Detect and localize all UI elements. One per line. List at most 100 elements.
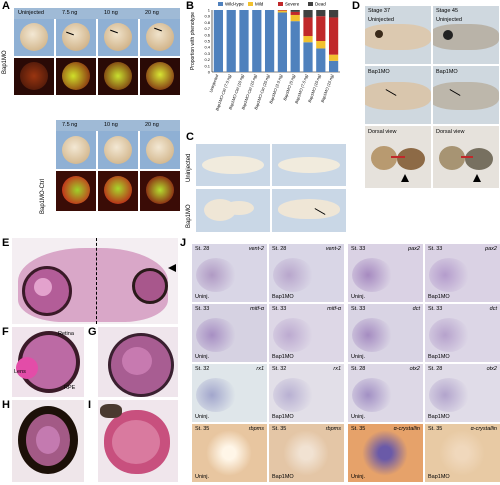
j-cell: St. 28 otx2 Bap1MO [425, 364, 500, 422]
j-gene-label: mitf-α [327, 306, 341, 312]
embryo-fl-uninjected [14, 58, 54, 95]
y-tick-label: 0.7 [204, 26, 210, 31]
header-7-5ng: 7.5 ng [62, 10, 78, 16]
y-tick-label: 0.3 [204, 51, 210, 56]
j-cell: St. 33 mitf-α Uninj. [192, 304, 267, 362]
y-tick-label: 0.4 [204, 45, 210, 50]
row-label-bap1mo: Bap1MO [2, 50, 8, 74]
x-tick-label: Uninjected [208, 73, 219, 93]
j-cell: St. 28 otx2 Uninj. [348, 364, 423, 422]
panel-j-grid: St. 28 vent-2 Uninj. St. 28 vent-2 Bap1MO St. … [192, 244, 500, 484]
d-st37-bap1mo: Bap1MO [365, 66, 431, 124]
y-tick-label: 1 [208, 8, 211, 13]
j-specimen [196, 378, 236, 412]
y-tick-label: 0.5 [204, 39, 210, 44]
j-condition-label: Bap1MO [428, 474, 450, 480]
panel-c: Uninjected Bap1MO [186, 142, 348, 234]
f-lens-label: Lens [14, 369, 26, 375]
bar-segment [239, 10, 249, 72]
bar-segment [213, 10, 224, 72]
j-condition-label: Uninj. [351, 414, 366, 420]
f-rpe-label: RPE [64, 385, 76, 391]
bar-segment [277, 10, 288, 11]
row-label-bap1mo-ctrl: Bap1MO-Ctrl [40, 178, 46, 214]
j-specimen [352, 318, 392, 352]
bar-segment [316, 10, 326, 17]
embryo-bf-uninjected [14, 19, 54, 56]
bar-segment [252, 10, 262, 72]
j-stage-label: St. 33 [428, 306, 443, 312]
j-condition-label: Bap1MO [428, 294, 450, 300]
panel-letter-d: D [352, 0, 360, 12]
j-condition-label: Bap1MO [272, 414, 294, 420]
j-condition-label: Bap1MO [272, 354, 294, 360]
panel-letter-b: B [186, 0, 194, 12]
d-label-dorsal-45: Dorsal view [436, 129, 465, 135]
j-stage-label: St. 28 [351, 366, 366, 372]
j-gene-label: pax2 [485, 246, 497, 252]
embryo-fl-10ng [98, 58, 138, 95]
panel-g-section [98, 327, 178, 397]
x-tick-label: Bap1MO (15 ng) [320, 73, 335, 103]
j-stage-label: St. 33 [351, 306, 366, 312]
panel-letter-h: H [2, 399, 10, 411]
j-gene-label: otx2 [486, 366, 497, 372]
j-condition-label: Bap1MO [428, 414, 450, 420]
j-stage-label: St. 35 [428, 426, 443, 432]
legend-label: Dead [315, 2, 326, 7]
j-specimen [439, 430, 485, 476]
j-cell: St. 32 rx1 Bap1MO [269, 364, 344, 422]
d-st37-uninjected: Stage 37 Uninjected [365, 6, 431, 64]
j-cell: St. 32 rx1 Uninj. [192, 364, 267, 422]
j-specimen [429, 258, 469, 292]
j-gene-label: rbpms [325, 426, 341, 432]
j-specimen [429, 378, 469, 412]
bar-segment [303, 36, 313, 43]
j-stage-label: St. 28 [272, 246, 287, 252]
j-stage-label: St. 33 [428, 246, 443, 252]
j-stage-label: St. 28 [195, 246, 210, 252]
legend-swatch [218, 2, 223, 6]
embryo-bf-20ng [140, 19, 180, 56]
header-ctrl-7-5ng: 7.5 ng [62, 122, 78, 128]
j-gene-label: mitf-α [250, 306, 264, 312]
j-stage-label: St. 33 [272, 306, 287, 312]
ctrl-embryo-bf-10ng [98, 131, 138, 169]
j-cell: St. 28 vent-2 Uninj. [192, 244, 267, 302]
d-st45-uninjected: Stage 45 Uninjected [433, 6, 499, 64]
j-condition-label: Uninj. [195, 474, 210, 480]
d-label-uninj-45: Uninjected [436, 17, 462, 23]
legend-label: Severe [285, 2, 300, 7]
y-tick-label: 0.9 [204, 14, 210, 19]
bar-segment [277, 12, 288, 72]
j-condition-label: Bap1MO [272, 474, 294, 480]
panel-letter-a: A [2, 0, 10, 12]
ctrl-embryo-fl-7-5ng [56, 171, 96, 211]
j-cell: St. 35 α-crystallin Uninj. [348, 424, 423, 482]
j-specimen [273, 378, 313, 412]
j-condition-label: Uninj. [195, 354, 210, 360]
j-stage-label: St. 35 [195, 426, 210, 432]
embryo-fl-7-5ng [56, 58, 96, 95]
y-tick-label: 0.6 [204, 32, 210, 37]
j-specimen [273, 258, 313, 292]
panel-letter-j: J [180, 237, 187, 249]
d-st45-bap1mo: Bap1MO [433, 66, 499, 124]
bar-segment [264, 10, 275, 72]
j-specimen [273, 318, 313, 352]
legend-label: Mild [255, 2, 264, 7]
ctrl-embryo-bf-20ng [140, 131, 180, 169]
bar-segment [290, 11, 300, 15]
row-label-c-uninjected: Uninjected [186, 153, 192, 182]
bar-segment [290, 21, 300, 72]
legend-swatch [308, 2, 313, 6]
x-tick-label: Bap1MO (5 ng) [282, 73, 296, 101]
j-stage-label: St. 35 [272, 426, 287, 432]
panel-letter-c: C [186, 131, 194, 143]
j-gene-label: α-crystallin [470, 426, 497, 432]
bar-segment [316, 48, 326, 72]
d-st37-dorsal: Dorsal view [365, 126, 431, 188]
j-specimen [352, 258, 392, 292]
j-gene-label: rx1 [333, 366, 341, 372]
j-gene-label: α-crystallin [393, 426, 420, 432]
